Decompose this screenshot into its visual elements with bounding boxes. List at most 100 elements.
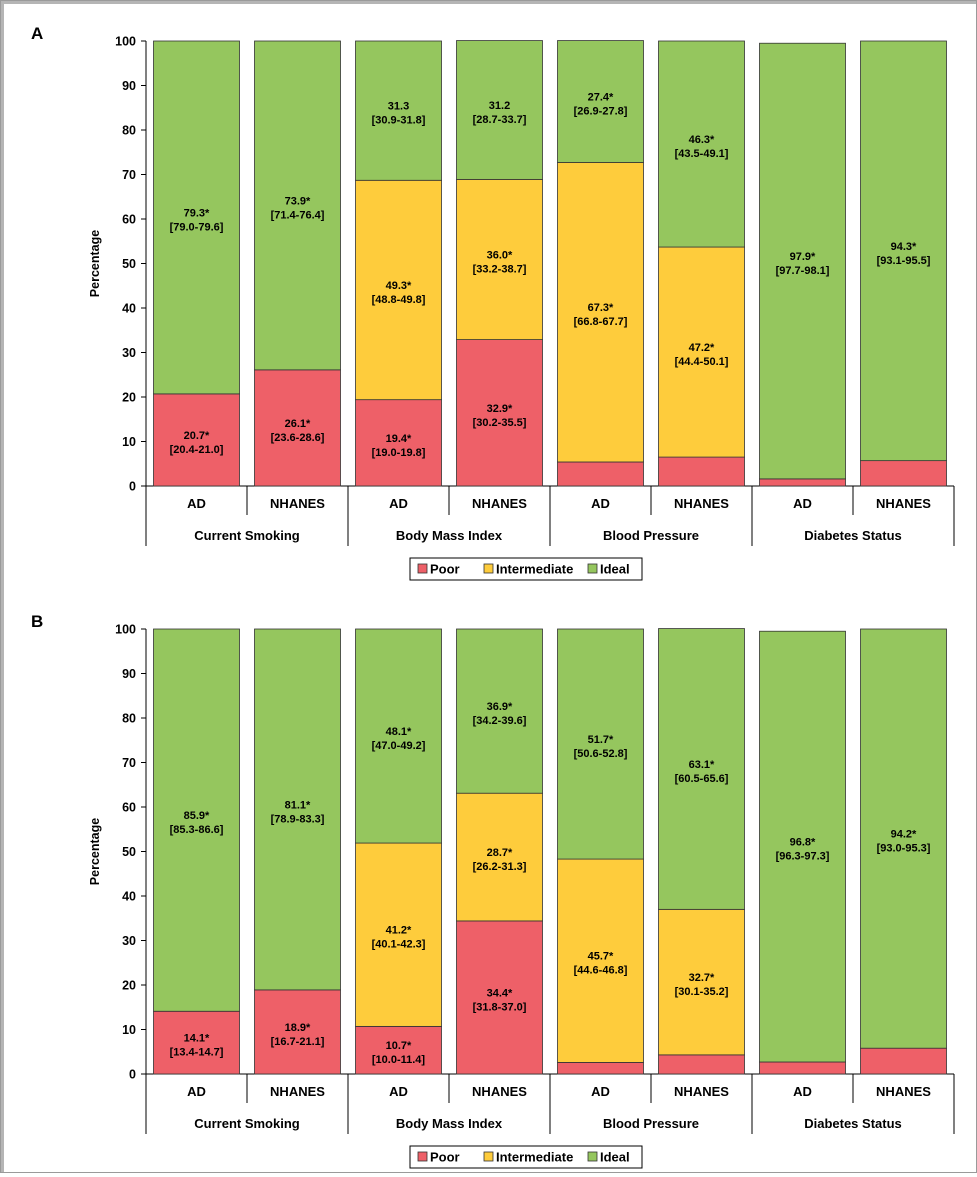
x-tick-label: AD [187, 496, 206, 511]
bar-segment-intermediate [658, 908, 745, 1056]
panel-a: A 0 10 20 30 40 50 60 70 80 90 100 Percentage 20.7* [2… [31, 24, 955, 581]
data-label-ci: [28.7-33.7] [473, 114, 527, 126]
bar-segment-ideal [860, 628, 947, 1049]
group-label: Current Smoking [194, 528, 300, 543]
panel-label: B [31, 612, 43, 631]
legend-label-ideal: Ideal [600, 562, 630, 577]
data-label-ci: [60.5-65.6] [675, 773, 729, 785]
data-label: 94.2* [891, 829, 917, 841]
group-label: Blood Pressure [603, 1116, 699, 1131]
group-label: Diabetes Status [804, 528, 902, 543]
bar-segment-poor [557, 1062, 644, 1075]
y-tick-label: 0 [129, 1068, 136, 1082]
bar-segment-intermediate [456, 178, 543, 340]
panel-b: B 0 10 20 30 40 50 60 70 80 90 100 Percentage 14.1* [1… [31, 612, 955, 1169]
x-tick-label: NHANES [876, 1084, 931, 1099]
data-label: 45.7* [588, 951, 614, 963]
data-label-ci: [19.0-19.8] [372, 447, 426, 459]
data-label: 18.9* [285, 1022, 311, 1034]
bar-segment-poor [355, 399, 442, 487]
bar-segment-intermediate [557, 162, 644, 463]
legend-swatch-intermediate [483, 1151, 494, 1162]
group-label: Blood Pressure [603, 528, 699, 543]
data-label-ci: [30.1-35.2] [675, 986, 729, 998]
y-tick-label: 10 [122, 435, 136, 449]
bar-segment-ideal [557, 40, 644, 163]
y-axis-label: Percentage [88, 818, 102, 885]
bar-segment-poor [456, 339, 543, 487]
bar-segment-intermediate [557, 858, 644, 1063]
data-label: 28.7* [487, 847, 513, 859]
data-label-ci: [23.6-28.6] [271, 432, 325, 444]
x-tick-label: AD [591, 1084, 610, 1099]
data-label: 96.8* [790, 837, 816, 849]
data-label-ci: [96.3-97.3] [776, 851, 830, 863]
data-label-ci: [34.2-39.6] [473, 715, 527, 727]
data-label-ci: [33.2-38.7] [473, 263, 527, 275]
bar-segment-poor [254, 369, 341, 487]
bar-segment-intermediate [355, 179, 442, 401]
y-axis-label: Percentage [88, 230, 102, 297]
x-tick-label: NHANES [674, 1084, 729, 1099]
x-tick-label: NHANES [270, 1084, 325, 1099]
data-label-ci: [47.0-49.2] [372, 740, 426, 752]
data-label: 14.1* [184, 1033, 210, 1045]
x-tick-label: AD [591, 496, 610, 511]
data-label-ci: [13.4-14.7] [170, 1047, 224, 1059]
bar-segment-poor [355, 1025, 442, 1075]
bar-segment-ideal [355, 628, 442, 844]
data-label: 31.3 [388, 101, 409, 113]
legend-label-ideal: Ideal [600, 1150, 630, 1165]
bar-segment-ideal [456, 40, 543, 180]
data-label: 46.3* [689, 134, 715, 146]
legend-swatch-ideal [587, 563, 598, 574]
data-label: 41.2* [386, 925, 412, 937]
bar-segment-ideal [759, 42, 846, 480]
data-label-ci: [40.1-42.3] [372, 939, 426, 951]
bar-segment-poor [658, 1054, 745, 1075]
y-tick-label: 60 [122, 213, 136, 227]
data-label-ci: [10.0-11.4] [372, 1054, 426, 1066]
y-tick-label: 90 [122, 79, 136, 93]
data-label-ci: [44.6-46.8] [574, 965, 628, 977]
data-label: 19.4* [386, 433, 412, 445]
bar-segment-intermediate [355, 842, 442, 1027]
data-label: 36.0* [487, 249, 513, 261]
data-label-ci: [20.4-21.0] [170, 444, 224, 456]
bar-segment-ideal [153, 40, 240, 395]
bar-segment-ideal [355, 40, 442, 181]
panel-label: A [31, 24, 43, 43]
data-label: 81.1* [285, 799, 311, 811]
legend-label-intermediate: Intermediate [496, 1150, 573, 1165]
data-label-ci: [26.9-27.8] [574, 106, 628, 118]
x-tick-label: NHANES [472, 1084, 527, 1099]
legend-swatch-poor [417, 1151, 428, 1162]
data-label-ci: [93.0-95.3] [877, 843, 931, 855]
data-label: 27.4* [588, 92, 614, 104]
y-tick-label: 0 [129, 480, 136, 494]
bar-segment-poor [153, 1010, 240, 1075]
data-label-ci: [79.0-79.6] [170, 221, 224, 233]
legend-swatch-poor [417, 563, 428, 574]
bar-segment-intermediate [658, 246, 745, 458]
data-label-ci: [97.7-98.1] [776, 265, 830, 277]
bar-segment-ideal [759, 630, 846, 1063]
x-tick-label: AD [793, 1084, 812, 1099]
y-tick-label: 50 [122, 845, 136, 859]
bar-segment-ideal [658, 628, 745, 910]
x-tick-label: NHANES [472, 496, 527, 511]
data-label: 63.1* [689, 759, 715, 771]
bar-segment-poor [557, 461, 644, 487]
data-label: 49.3* [386, 280, 412, 292]
group-label: Diabetes Status [804, 1116, 902, 1131]
y-tick-label: 80 [122, 712, 136, 726]
data-label-ci: [44.4-50.1] [675, 356, 729, 368]
group-label: Body Mass Index [396, 1116, 503, 1131]
bar-segment-ideal [153, 628, 240, 1012]
y-tick-label: 30 [122, 346, 136, 360]
data-label: 51.7* [588, 734, 614, 746]
data-label-ci: [30.2-35.5] [473, 417, 527, 429]
data-label-ci: [16.7-21.1] [271, 1036, 325, 1048]
bar-segment-poor [456, 920, 543, 1075]
